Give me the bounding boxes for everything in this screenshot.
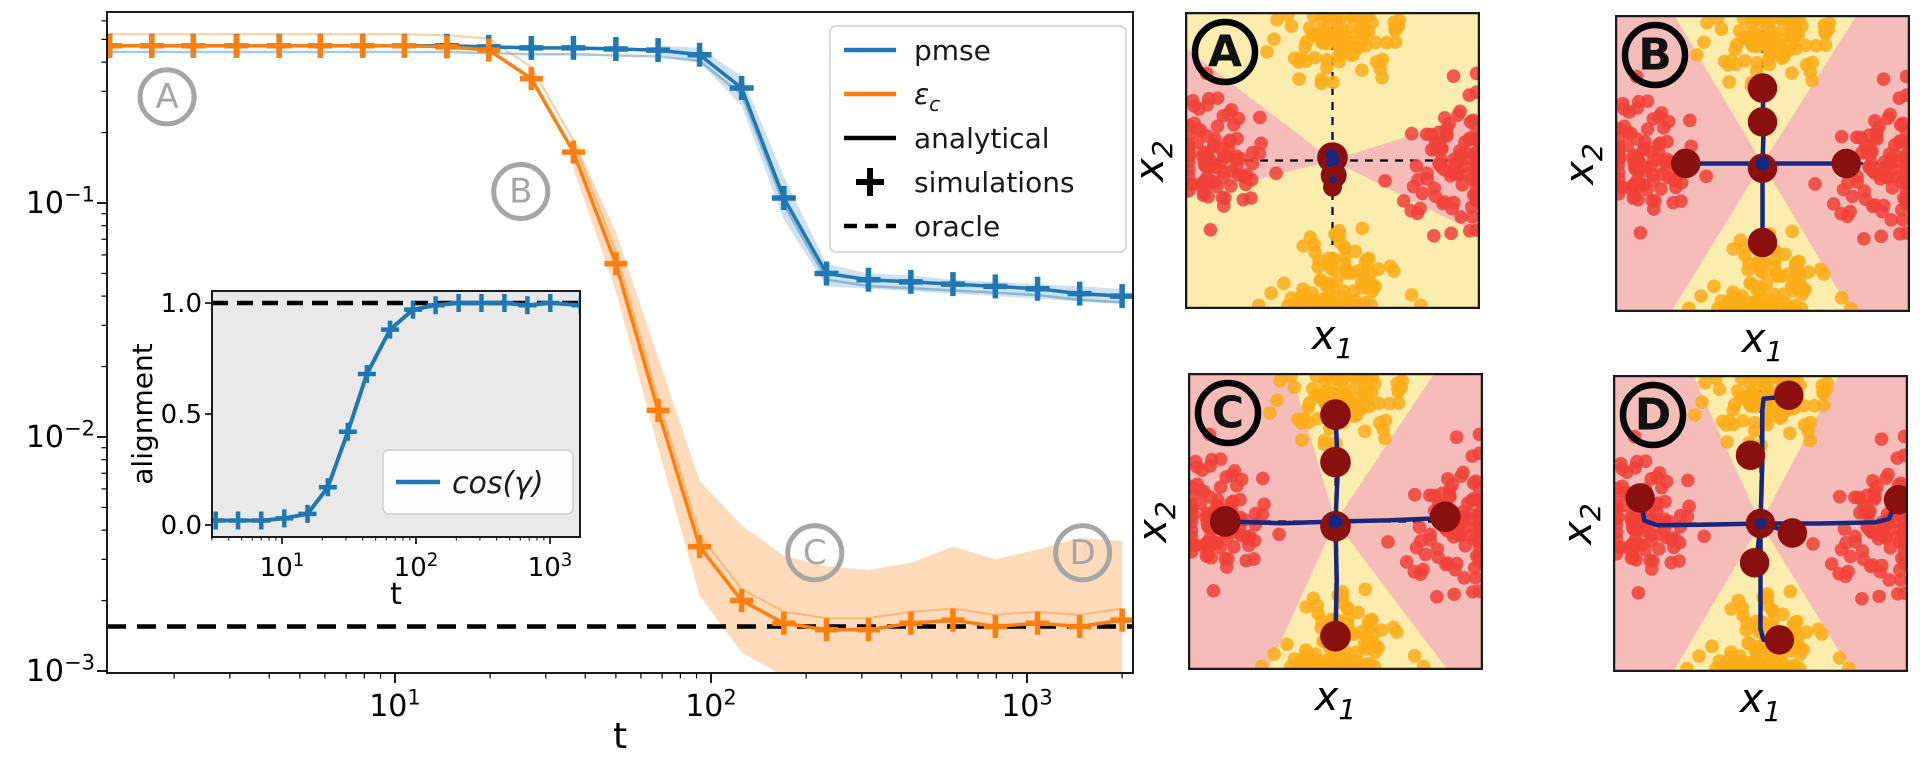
svg-text:εc: εc xyxy=(914,78,940,116)
inset-xlabel: t xyxy=(390,577,402,612)
main-axes-spines xyxy=(106,11,1134,674)
svg-text:10−2: 10−2 xyxy=(26,417,95,455)
data-scatter xyxy=(1613,375,1908,672)
svg-text:A: A xyxy=(155,77,178,117)
panel-spines xyxy=(1613,375,1908,672)
svg-text:analytical: analytical xyxy=(914,122,1050,155)
panel-letter-badge: D xyxy=(1619,381,1687,449)
panel-c: C x2 x1 xyxy=(1130,373,1483,726)
svg-text:B: B xyxy=(509,171,532,211)
svg-text:D: D xyxy=(1635,390,1672,441)
svg-text:pmse: pmse xyxy=(914,34,991,67)
panel-letter-badge: B xyxy=(1621,21,1689,89)
svg-text:10−3: 10−3 xyxy=(26,651,95,689)
panel-spines xyxy=(1185,12,1480,309)
panel-c-plot: C xyxy=(1188,373,1483,670)
main-plot-area xyxy=(107,33,1133,673)
inset-ylabel: alignment xyxy=(126,343,159,484)
main-xaxis-label: t xyxy=(613,716,627,757)
svg-text:0.5: 0.5 xyxy=(161,400,202,430)
panel-b-ylabel: x2 xyxy=(1557,142,1609,185)
svg-text:C: C xyxy=(803,533,827,573)
annotation-b: B xyxy=(491,161,551,221)
panel-a-ylabel: x2 xyxy=(1127,139,1179,182)
panel-d-xlabel: x1 xyxy=(1739,676,1782,728)
svg-text:cos(γ): cos(γ) xyxy=(452,466,544,501)
svg-text:101: 101 xyxy=(369,686,421,724)
svg-text:0.0: 0.0 xyxy=(161,511,202,541)
eps-c-confidence-band xyxy=(573,137,1123,673)
main-loss-chart: A B C D 101 102 103 10−1 10−2 10−3 t pmse εc analytic… xyxy=(25,11,1134,757)
svg-text:103: 103 xyxy=(1001,686,1053,724)
annotation-a: A xyxy=(137,67,197,127)
panel-d: D x2 x1 xyxy=(1555,375,1908,728)
inset-alignment-chart: cos(γ) 0.0 0.5 1.0 101 102 103 alignment t xyxy=(126,289,581,612)
main-legend: pmse εc analytical simulations oracle xyxy=(829,25,1127,253)
svg-text:103: 103 xyxy=(528,550,573,583)
panel-b: B x2 x1 xyxy=(1557,15,1910,368)
svg-text:10−1: 10−1 xyxy=(26,183,95,221)
svg-text:D: D xyxy=(1070,533,1096,573)
panel-spines xyxy=(1615,15,1910,312)
svg-text:C: C xyxy=(1212,388,1244,439)
inset-tick-labels: 0.0 0.5 1.0 101 102 103 xyxy=(161,289,573,583)
annotation-d: D xyxy=(1053,523,1113,583)
main-axis-tick-labels: 101 102 103 10−1 10−2 10−3 xyxy=(26,183,1053,724)
data-scatter xyxy=(1615,15,1910,312)
main-axis-ticks xyxy=(97,20,1123,683)
neuron-positions xyxy=(1625,380,1908,655)
cos-gamma-markers xyxy=(212,294,580,530)
panel-a-xlabel: x1 xyxy=(1311,313,1354,365)
neuron-positions xyxy=(1209,399,1461,652)
svg-text:simulations: simulations xyxy=(914,166,1075,199)
panel-c-ylabel: x2 xyxy=(1130,500,1182,543)
svg-text:101: 101 xyxy=(260,550,305,583)
neuron-positions xyxy=(1671,73,1862,258)
data-scatter xyxy=(1185,12,1480,309)
panel-letter-badge: C xyxy=(1194,379,1262,447)
svg-text:102: 102 xyxy=(685,686,737,724)
panel-d-plot: D xyxy=(1613,375,1908,672)
panel-c-xlabel: x1 xyxy=(1314,674,1357,726)
svg-text:oracle: oracle xyxy=(914,210,1000,243)
panel-b-plot: B xyxy=(1615,15,1910,312)
inset-ticks xyxy=(205,302,551,544)
inset-legend: cos(γ) xyxy=(382,449,574,515)
svg-text:A: A xyxy=(1208,27,1242,78)
neuron-positions xyxy=(1317,142,1348,197)
panel-spines xyxy=(1188,373,1483,670)
svg-text:1.0: 1.0 xyxy=(161,289,202,319)
eps-c-markers xyxy=(107,34,1133,642)
svg-text:102: 102 xyxy=(394,550,439,583)
panel-letter-badge: A xyxy=(1191,18,1259,86)
panel-b-xlabel: x1 xyxy=(1741,316,1784,368)
panel-a-plot: A xyxy=(1185,12,1480,309)
panel-a: A x2 x1 xyxy=(1127,12,1480,365)
svg-text:B: B xyxy=(1638,30,1672,81)
annotation-c: C xyxy=(785,523,845,583)
panel-d-ylabel: x2 xyxy=(1555,502,1607,545)
